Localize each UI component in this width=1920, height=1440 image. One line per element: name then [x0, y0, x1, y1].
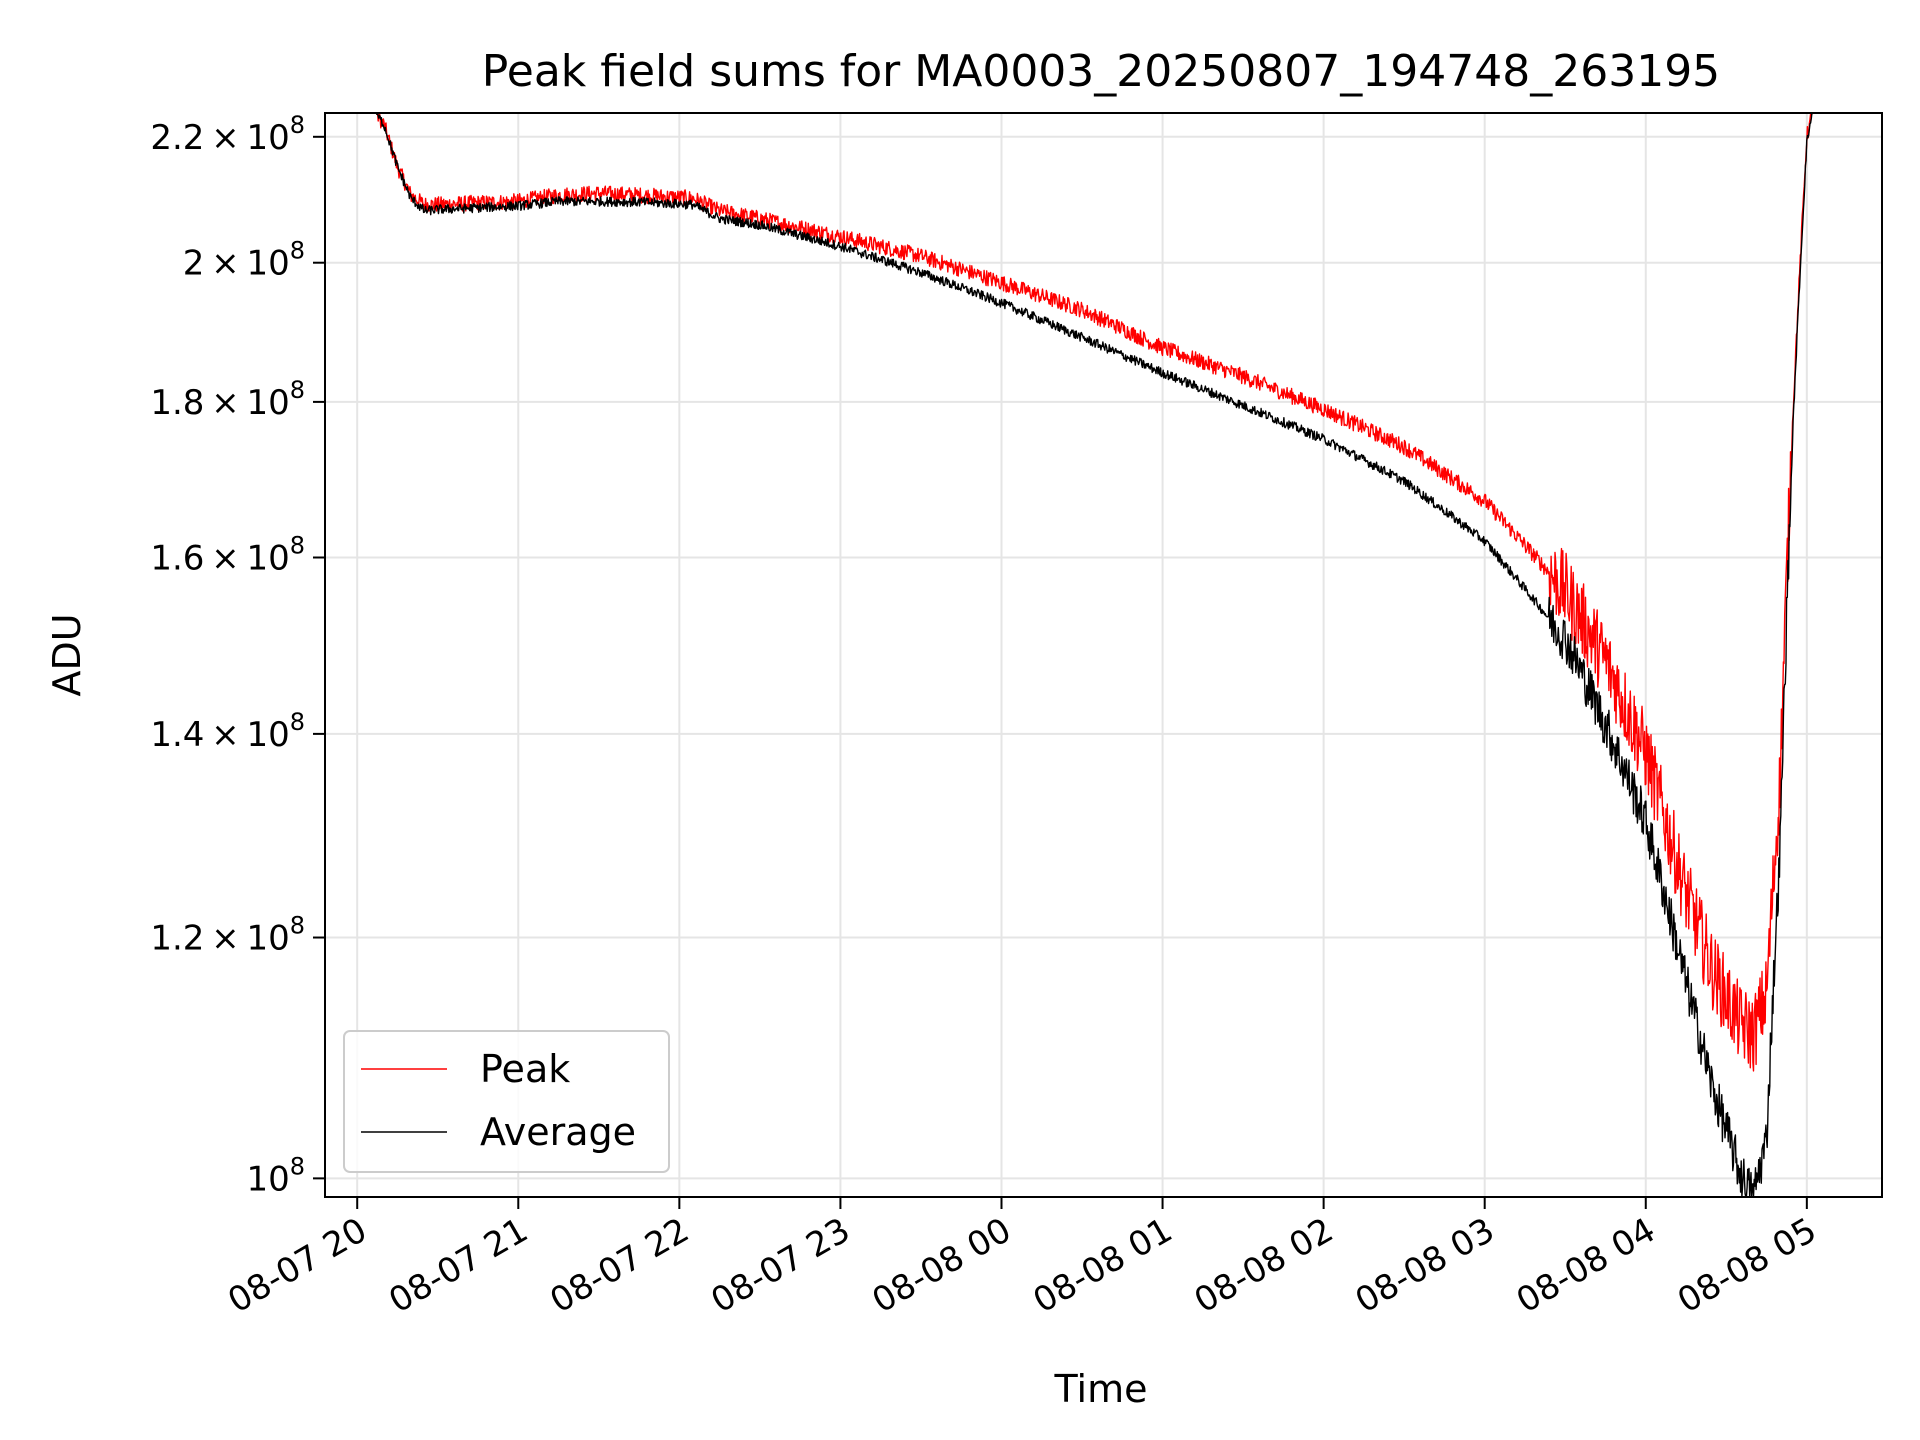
x-tick-label: 08-07 20	[221, 1210, 373, 1321]
series-line-average	[324, 112, 1883, 1198]
legend: Peak Average	[343, 1030, 670, 1173]
x-tick-label: 08-08 02	[1188, 1210, 1340, 1321]
y-tick-label: 1.8 × 108	[150, 376, 305, 423]
y-tick-label: 1.4 × 108	[150, 708, 305, 755]
x-tick-label: 08-07 21	[382, 1210, 534, 1321]
x-tick-label: 08-07 22	[543, 1210, 695, 1321]
x-tick-label: 08-08 05	[1671, 1210, 1823, 1321]
x-tick-label: 08-07 23	[705, 1210, 857, 1321]
x-tick-label: 08-08 00	[866, 1210, 1018, 1321]
x-tick-label: 08-08 03	[1349, 1210, 1501, 1321]
y-tick-label: 1.6 × 108	[150, 531, 305, 578]
plot-frame	[324, 112, 1883, 1198]
y-axis: 108 1.2 × 108 1.4 × 108 1.6 × 108 1.8 × 108 2…	[150, 111, 325, 1199]
x-axis-label: Time	[1054, 1367, 1148, 1411]
x-tick-label: 08-08 04	[1510, 1210, 1662, 1321]
y-tick-label: 2 × 108	[183, 237, 305, 284]
series-lines	[324, 112, 1883, 1198]
series-line-peak	[324, 112, 1883, 1072]
x-axis: 08-07 20 08-07 21 08-07 22 08-07 23 08-08 00…	[221, 1197, 1823, 1321]
chart-title: Peak field sums for MA0003_20250807_1947…	[482, 46, 1720, 97]
legend-label-peak: Peak	[480, 1047, 570, 1091]
y-tick-label: 2.2 × 108	[150, 111, 305, 158]
legend-box	[343, 1030, 670, 1173]
y-tick-label: 108	[246, 1152, 305, 1199]
grid	[325, 113, 1882, 1197]
legend-label-average: Average	[480, 1110, 636, 1154]
x-tick-label: 08-08 01	[1027, 1210, 1179, 1321]
y-axis-label: ADU	[45, 613, 89, 696]
y-tick-label: 1.2 × 108	[150, 912, 305, 959]
